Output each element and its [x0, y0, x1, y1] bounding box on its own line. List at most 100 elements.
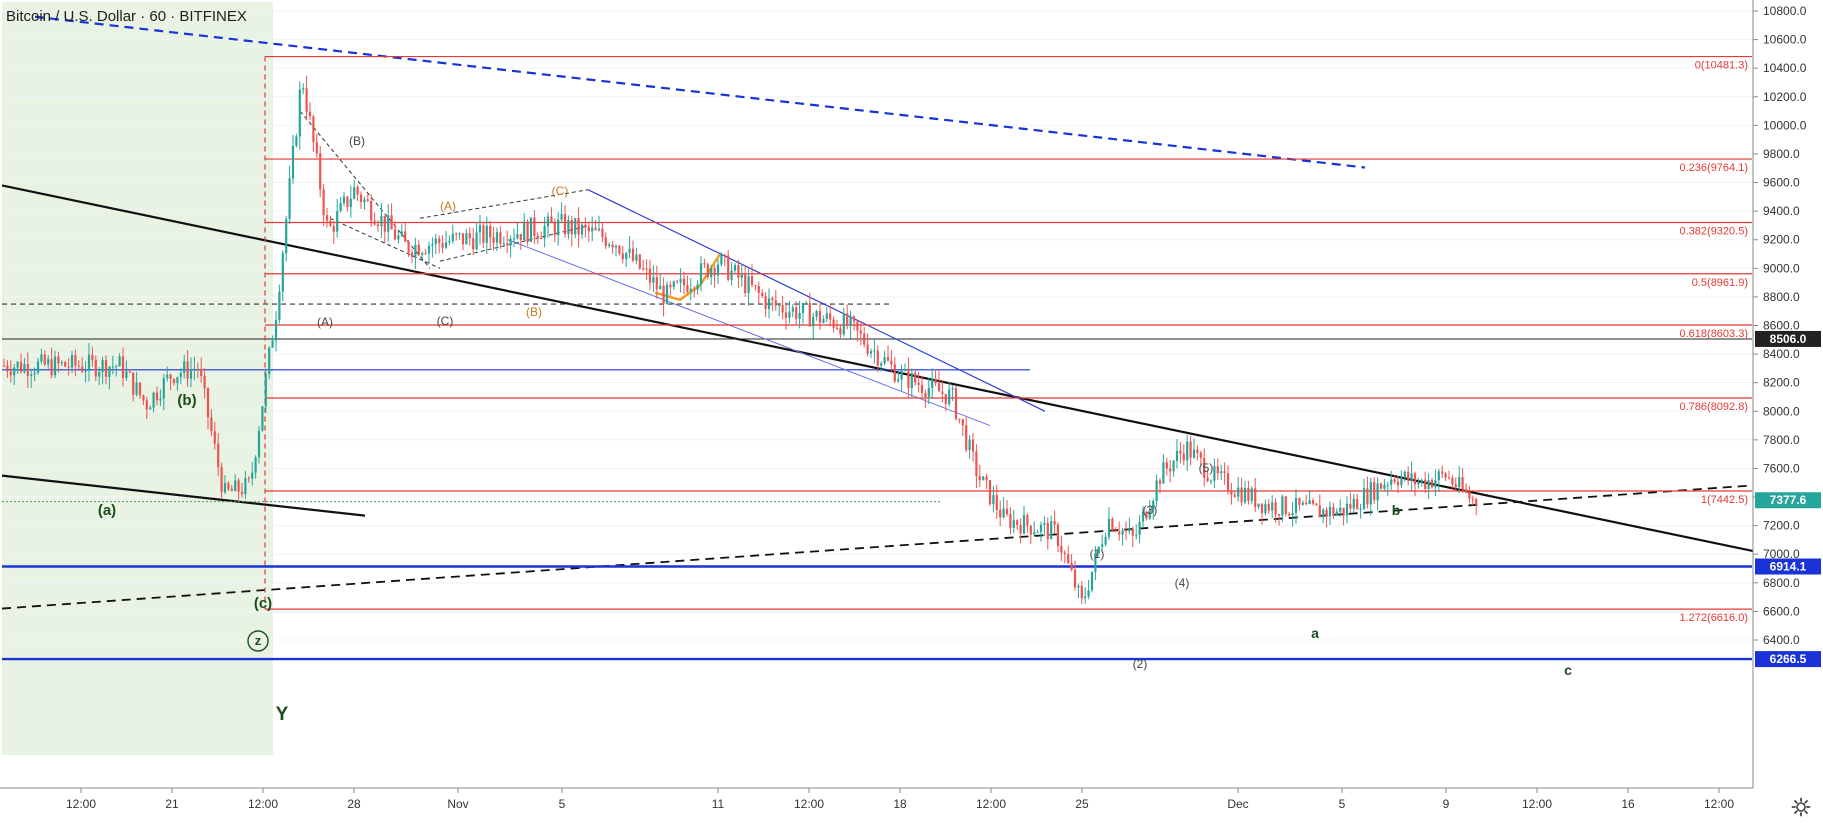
candle-body [1407, 471, 1410, 481]
candle-body [628, 248, 631, 253]
candle-body [577, 218, 580, 235]
candle-body [210, 417, 213, 432]
fib-level-label: 0.5(8961.9) [1692, 277, 1748, 289]
candle-body [924, 392, 927, 398]
candle-body [91, 354, 94, 360]
candle-body [227, 483, 230, 489]
candle-body [1172, 460, 1175, 472]
candle-body [1169, 468, 1172, 472]
candle-body [1403, 471, 1406, 478]
candle-body [893, 364, 896, 382]
candle-body [1107, 518, 1111, 537]
candle-body [764, 295, 767, 309]
candle-body [138, 382, 142, 396]
wave-label: (A) [440, 199, 456, 213]
candle-body [1427, 479, 1430, 489]
candle-body [166, 374, 169, 379]
candle-body [1345, 503, 1349, 516]
candle-body [859, 330, 862, 334]
candle-body [356, 187, 359, 195]
price-badge-label: 6266.5 [1770, 652, 1807, 666]
candle-body [1308, 500, 1311, 505]
candle-body [1420, 479, 1423, 483]
candle-body [985, 476, 988, 481]
candle-body [992, 495, 995, 505]
candle-body [186, 361, 189, 379]
time-axis-ticks[interactable]: 12:00 21 12:00 28 Nov 5 11 12:00 18 12:00 25 Dec 5 9 1… [66, 788, 1734, 811]
candle-body [927, 387, 930, 398]
candle-body [553, 222, 556, 236]
candle-body [1046, 522, 1049, 540]
candle-body [1026, 515, 1029, 526]
candle-body [203, 376, 206, 389]
price-axis[interactable] [1753, 0, 1823, 823]
candle-body [1175, 450, 1179, 461]
candle-body [329, 220, 332, 226]
candle-body [757, 285, 760, 293]
candle-body [982, 476, 985, 481]
candle-body [281, 253, 284, 292]
candle-body [1311, 500, 1315, 504]
candle-body [642, 268, 645, 270]
candle-body [1373, 482, 1376, 501]
candle-body [652, 277, 655, 283]
candle-body [1209, 480, 1213, 482]
candle-body [1383, 484, 1386, 489]
candle-body [801, 302, 805, 313]
candle-body [1362, 488, 1366, 509]
candle-body [968, 439, 971, 451]
gear-icon[interactable] [1791, 797, 1811, 817]
candle-body [308, 111, 312, 117]
candle-body [128, 371, 131, 373]
candle-body [1240, 487, 1243, 503]
candle-body [662, 285, 665, 304]
candle-body [1158, 480, 1162, 484]
candle-body [247, 478, 250, 480]
candle-body [1342, 507, 1345, 516]
candle-body [1223, 471, 1226, 473]
candle-body [179, 373, 182, 378]
candle-body [1080, 585, 1083, 599]
y-tick-label: 9000.0 [1763, 261, 1800, 275]
candle-body [223, 483, 227, 493]
candle-body [941, 391, 944, 394]
wave-label: z [255, 633, 262, 648]
candle-body [322, 189, 325, 216]
candle-body [1386, 484, 1389, 486]
candle-body [625, 252, 628, 260]
candle-body [903, 368, 907, 371]
y-tick-label: 9800.0 [1763, 147, 1800, 161]
fib-level-label: 1.272(6616.0) [1680, 612, 1749, 624]
candle-body [36, 361, 40, 373]
candle-body [563, 214, 567, 235]
candle-body [999, 509, 1002, 518]
candle-body [1148, 510, 1151, 519]
candle-body [907, 368, 910, 389]
candle-body [1274, 502, 1277, 515]
candle-body [822, 319, 825, 323]
candle-body [383, 215, 386, 232]
candle-body [121, 356, 125, 378]
candle-body [567, 219, 570, 235]
candle-body [1444, 473, 1447, 478]
candle-body [1005, 508, 1009, 515]
candle-body [407, 241, 410, 253]
candle-body [1189, 441, 1192, 458]
candle-body [342, 196, 346, 203]
candle-body [1182, 453, 1185, 461]
candle-body [47, 359, 50, 365]
candle-body [461, 233, 465, 245]
candle-body [1352, 498, 1355, 509]
candle-body [1271, 502, 1274, 511]
candle-body [6, 365, 9, 372]
candle-body [485, 225, 488, 243]
candle-body [829, 313, 832, 320]
candle-body [393, 229, 397, 240]
candle-body [1128, 529, 1131, 532]
candle-body [1424, 479, 1427, 489]
candle-body [1413, 473, 1417, 485]
candle-body [1009, 514, 1012, 528]
candle-body [325, 215, 329, 221]
candle-body [1250, 488, 1253, 501]
